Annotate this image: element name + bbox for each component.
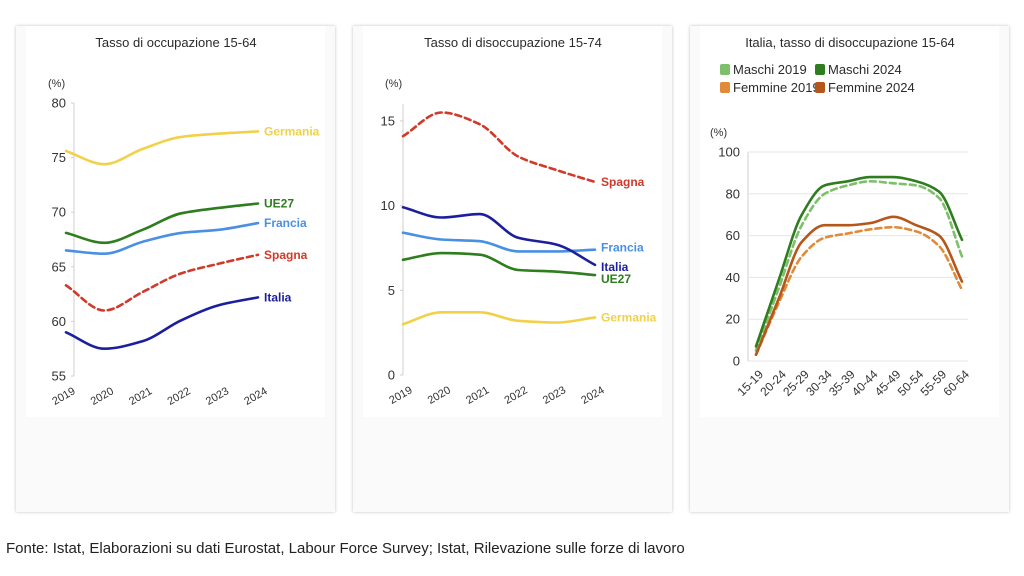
- series-line-germania: [401, 310, 597, 326]
- chart-occupazione: Tasso di occupazione 15-64 (%) 55 60 65 70 75 8…: [48, 35, 320, 408]
- legend-swatch-maschi-2019: [720, 64, 730, 75]
- y-tick-label: 55: [52, 369, 66, 384]
- y-tick-label: 80: [52, 96, 66, 111]
- y-tick-label: 10: [381, 198, 395, 213]
- chart-disoccupazione-eta: Italia, tasso di disoccupazione 15-64 (%)…: [710, 35, 973, 399]
- y-tick-label: 0: [388, 368, 395, 383]
- x-tick-label: 2021: [127, 385, 154, 408]
- series-line-italia: [64, 296, 260, 351]
- chart-area: Italia, tasso di disoccupazione 15-64 (%)…: [700, 26, 999, 417]
- chart-title: Tasso di occupazione 15-64: [95, 35, 256, 50]
- x-tick-label: 2023: [204, 385, 231, 408]
- chart-area: Tasso di disoccupazione 15-74 (%) 0 5 10 15 20…: [363, 26, 662, 417]
- y-tick-label: 40: [726, 270, 740, 285]
- y-tick-label: 75: [52, 150, 66, 165]
- series-line-germania: [64, 130, 260, 166]
- y-tick-label: 100: [718, 145, 740, 160]
- y-axis-unit: (%): [710, 127, 727, 139]
- x-tick-label: 2024: [242, 385, 269, 408]
- x-tick-label: 2021: [464, 384, 491, 407]
- source-note: Fonte: Istat, Elaborazioni su dati Euros…: [6, 540, 685, 557]
- series-label-spagna: Spagna: [601, 175, 645, 189]
- y-tick-label: 20: [726, 312, 740, 327]
- series-line-maschi-2019: [754, 179, 964, 352]
- series-label-francia: Francia: [264, 216, 307, 230]
- y-tick-label: 80: [726, 186, 740, 201]
- series-line-italia: [401, 206, 597, 267]
- legend-label-femmine-2024: Femmine 2024: [828, 80, 915, 95]
- x-tick-label: 2019: [387, 384, 414, 407]
- series-line-francia: [64, 221, 260, 256]
- x-tick-label: 60-64: [941, 367, 973, 399]
- x-tick-label: 2019: [50, 385, 77, 408]
- series-line-ue27: [64, 202, 260, 245]
- series-label-germania: Germania: [264, 124, 320, 138]
- chart-panel-occupazione: Tasso di occupazione 15-64 (%) 55 60 65 70 75 8…: [16, 26, 335, 512]
- series-line-femmine-2024: [754, 215, 964, 356]
- y-tick-label: 15: [381, 113, 395, 128]
- chart-panel-disoccupazione-eta: Italia, tasso di disoccupazione 15-64 (%)…: [690, 26, 1009, 512]
- x-tick-label: 2023: [541, 384, 568, 407]
- x-tick-label: 2022: [502, 384, 529, 407]
- series-line-femmine-2019: [754, 225, 964, 356]
- x-tick-label: 2020: [426, 384, 453, 407]
- y-tick-label: 60: [726, 228, 740, 243]
- series-line-spagna: [64, 253, 260, 312]
- series-label-francia: Francia: [601, 241, 644, 255]
- series-label-italia: Italia: [264, 290, 292, 304]
- series-label-spagna: Spagna: [264, 248, 308, 262]
- series-line-ue27: [401, 251, 597, 277]
- legend-swatch-maschi-2024: [815, 64, 825, 75]
- series-label-germania: Germania: [601, 310, 657, 324]
- x-tick-label: 2020: [89, 385, 116, 408]
- chart-title: Tasso di disoccupazione 15-74: [424, 35, 602, 50]
- series-line-maschi-2024: [754, 175, 964, 348]
- legend-swatch-femmine-2019: [720, 82, 730, 93]
- chart-title: Italia, tasso di disoccupazione 15-64: [745, 35, 955, 50]
- series-line-spagna: [401, 111, 597, 184]
- y-tick-label: 0: [733, 354, 740, 369]
- y-tick-label: 5: [388, 283, 395, 298]
- series-label-ue27: UE27: [264, 196, 294, 210]
- chart-panel-disoccupazione: Tasso di disoccupazione 15-74 (%) 0 5 10 15 20…: [353, 26, 672, 512]
- x-tick-label: 2022: [165, 385, 192, 408]
- series-label-ue27: UE27: [601, 272, 631, 286]
- y-axis-unit: (%): [48, 78, 65, 90]
- legend-label-femmine-2019: Femmine 2019: [733, 80, 820, 95]
- series-line-francia: [401, 231, 597, 253]
- x-tick-label: 2024: [579, 384, 606, 407]
- y-tick-label: 65: [52, 259, 66, 274]
- legend-label-maschi-2024: Maschi 2024: [828, 62, 902, 77]
- chart-area: Tasso di occupazione 15-64 (%) 55 60 65 70 75 8…: [26, 26, 325, 417]
- chart-disoccupazione: Tasso di disoccupazione 15-74 (%) 0 5 10 15 20…: [381, 35, 657, 407]
- y-axis-unit: (%): [385, 78, 402, 90]
- y-tick-label: 70: [52, 205, 66, 220]
- series-label-italia: Italia: [601, 260, 629, 274]
- y-tick-label: 60: [52, 314, 66, 329]
- legend-swatch-femmine-2024: [815, 82, 825, 93]
- legend-label-maschi-2019: Maschi 2019: [733, 62, 807, 77]
